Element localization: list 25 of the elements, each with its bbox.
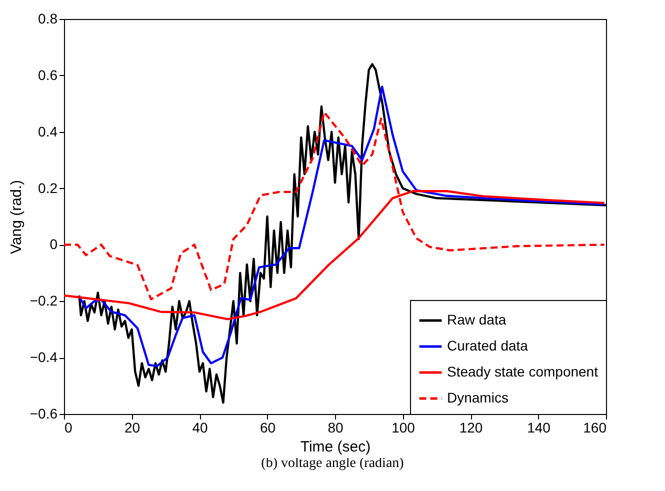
y-tick-label: −0.4 <box>30 349 58 366</box>
y-tick-label: 0.8 <box>38 10 58 26</box>
x-tick-label: 100 <box>392 420 416 436</box>
x-tick-label: 40 <box>192 420 208 436</box>
y-axis-title: Vang (rad.) <box>8 180 25 254</box>
x-tick-label: 20 <box>124 420 140 436</box>
legend-label: Curated data <box>447 338 528 354</box>
legend-label: Raw data <box>447 312 506 328</box>
x-tick-label: 80 <box>328 420 344 436</box>
y-tick-label: −0.6 <box>30 406 58 422</box>
y-tick-label: 0.6 <box>38 66 58 83</box>
line-series <box>78 86 606 368</box>
x-tick-label: 160 <box>583 420 607 436</box>
x-tick-label: 140 <box>527 420 551 436</box>
x-tick-label: 60 <box>260 420 276 436</box>
legend-label: Dynamics <box>447 390 508 406</box>
text: (b) voltage angle (radian) <box>260 456 405 472</box>
x-axis-title: Time (sec) <box>300 438 371 456</box>
y-tick-label: −0.2 <box>30 292 58 309</box>
y-tick-label: 0 <box>50 236 58 252</box>
legend-label: Steady state component <box>447 364 598 380</box>
y-tick-label: 0.4 <box>38 123 58 140</box>
x-tick-label: 0 <box>64 420 72 436</box>
x-tick-label: 120 <box>459 420 483 436</box>
y-tick-label: 0.2 <box>38 180 58 196</box>
